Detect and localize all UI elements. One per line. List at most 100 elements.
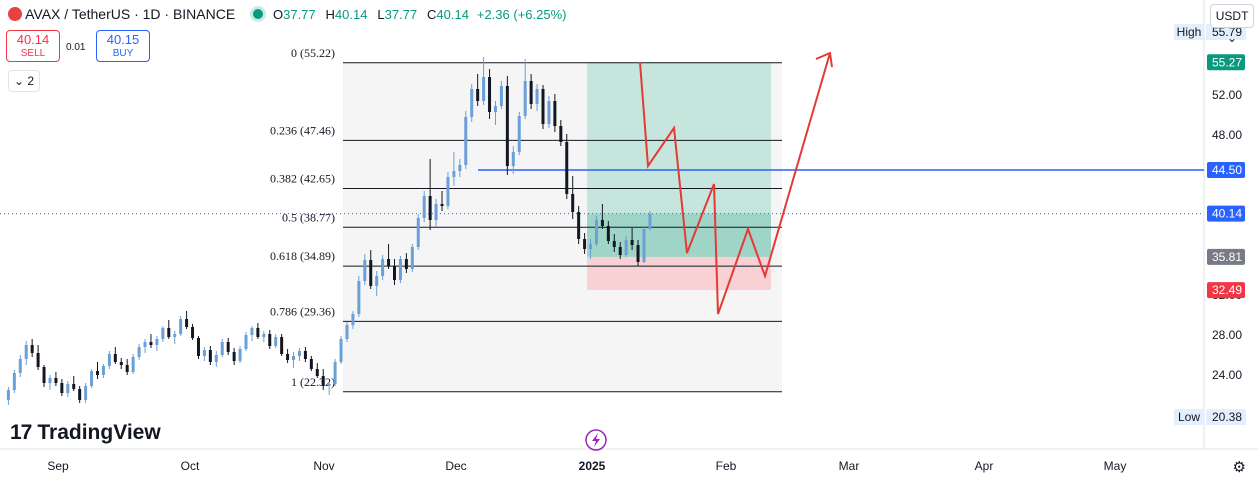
currency-label: USDT xyxy=(1215,9,1249,23)
fib-level-label: 0 (55.22) xyxy=(291,46,335,60)
candle xyxy=(511,146,515,174)
candle xyxy=(309,356,313,371)
candle xyxy=(113,347,117,364)
candle xyxy=(458,159,462,177)
candle xyxy=(78,386,82,403)
stop-zone[interactable] xyxy=(587,256,771,291)
candle xyxy=(369,250,373,289)
fib-level-label: 0.236 (47.46) xyxy=(270,123,335,137)
candlestick-series xyxy=(6,57,652,405)
price-tag xyxy=(1207,248,1245,265)
candle xyxy=(612,234,616,252)
indicators-collapse-button[interactable]: ⌄ 2 xyxy=(8,70,40,92)
candle xyxy=(398,256,402,283)
candle xyxy=(6,387,10,405)
projection-path[interactable] xyxy=(639,51,833,315)
candle xyxy=(541,85,545,129)
price-tag-label: 55.27 xyxy=(1212,55,1242,69)
price-tag xyxy=(1207,205,1245,222)
candle xyxy=(208,346,212,365)
price-tags: 55.27 44.50 40.14 35.81 32.49 xyxy=(1207,54,1245,299)
candle xyxy=(292,352,296,368)
candle xyxy=(167,320,171,339)
spread-value: 0.01 xyxy=(66,42,86,53)
time-tick-label: Oct xyxy=(181,459,200,473)
candle xyxy=(250,326,254,341)
time-tick-label: Feb xyxy=(716,459,737,473)
candle xyxy=(60,379,64,396)
high-value: 40.14 xyxy=(334,7,368,22)
sell-button[interactable]: 40.14 SELL xyxy=(6,30,60,62)
target-zone[interactable] xyxy=(587,62,771,257)
candle xyxy=(131,354,135,374)
tradingview-logo[interactable]: 17 TradingView xyxy=(10,421,161,445)
candle xyxy=(440,191,444,211)
price-axis[interactable]: 24.0028.0032.0048.0052.00High55.79Low20.… xyxy=(1174,24,1246,425)
candle xyxy=(280,334,284,356)
gear-icon[interactable]: ⚙ xyxy=(1232,459,1246,476)
candle xyxy=(268,330,272,349)
candle xyxy=(428,159,432,230)
candle xyxy=(505,76,509,175)
buy-price: 40.15 xyxy=(106,32,140,47)
fib-level-label: 1 (22.32) xyxy=(291,375,335,389)
projection-line[interactable] xyxy=(639,52,831,315)
candle xyxy=(42,365,46,387)
candle xyxy=(410,244,414,272)
time-tick-label: Sep xyxy=(47,459,69,473)
candle xyxy=(244,332,248,351)
high-value: 55.79 xyxy=(1212,25,1242,39)
candle xyxy=(404,253,408,273)
lightning-icon[interactable] xyxy=(585,429,607,451)
price-tag xyxy=(1207,282,1245,299)
candle xyxy=(24,341,28,365)
change-value: +2.36 (+6.25%) xyxy=(476,7,567,22)
candle xyxy=(107,351,111,369)
candle xyxy=(446,172,450,209)
high-label: High xyxy=(1177,25,1202,39)
candle xyxy=(155,336,159,351)
chevron-down-icon: ⌄ xyxy=(1226,31,1238,45)
low-label: L xyxy=(377,7,385,22)
candle xyxy=(624,236,628,257)
candle xyxy=(476,74,480,106)
candle xyxy=(452,152,456,186)
price-tag-label: 32.49 xyxy=(1212,283,1242,297)
candle xyxy=(297,348,301,361)
open-value: 37.77 xyxy=(283,7,316,22)
candle xyxy=(303,347,307,362)
low-value: 37.77 xyxy=(384,7,418,22)
candle xyxy=(523,59,527,119)
candle xyxy=(256,323,260,339)
chevron-down-icon: ⌄ xyxy=(13,74,25,88)
candle xyxy=(36,345,40,370)
low-value: 20.38 xyxy=(1212,410,1242,424)
candle xyxy=(90,369,94,388)
fib-retracement[interactable]: 0 (55.22) 0.236 (47.46) 0.382 (42.65) 0.5 (… xyxy=(270,46,782,393)
candle xyxy=(488,69,492,119)
candle xyxy=(529,74,533,109)
candle xyxy=(499,81,503,109)
candle xyxy=(66,381,70,397)
time-tick-label: Mar xyxy=(839,459,860,473)
candle xyxy=(357,276,361,317)
candle xyxy=(196,336,200,359)
market-status-icon xyxy=(253,9,264,19)
candle xyxy=(416,214,420,250)
buy-button[interactable]: 40.15 BUY xyxy=(96,30,150,62)
candle xyxy=(618,242,622,259)
price-tag-label: 44.50 xyxy=(1212,163,1242,177)
candle xyxy=(214,351,218,367)
tv-logo-icon: 17 xyxy=(10,421,32,444)
fib-level-label: 0.618 (34.89) xyxy=(270,249,335,263)
open-label: O xyxy=(272,7,284,22)
candle xyxy=(315,363,319,378)
time-tick-label: May xyxy=(1104,459,1127,473)
candle xyxy=(571,176,575,219)
candle xyxy=(606,221,610,244)
time-axis[interactable]: Sep Oct Nov Dec 2025 Feb Mar Apr May xyxy=(47,459,1126,473)
currency-select[interactable]: USDT ⌄ xyxy=(1210,4,1254,45)
symbol-title[interactable]: AVAX / TetherUS · 1D · BINANCE xyxy=(25,6,236,22)
sell-label: SELL xyxy=(20,48,46,59)
